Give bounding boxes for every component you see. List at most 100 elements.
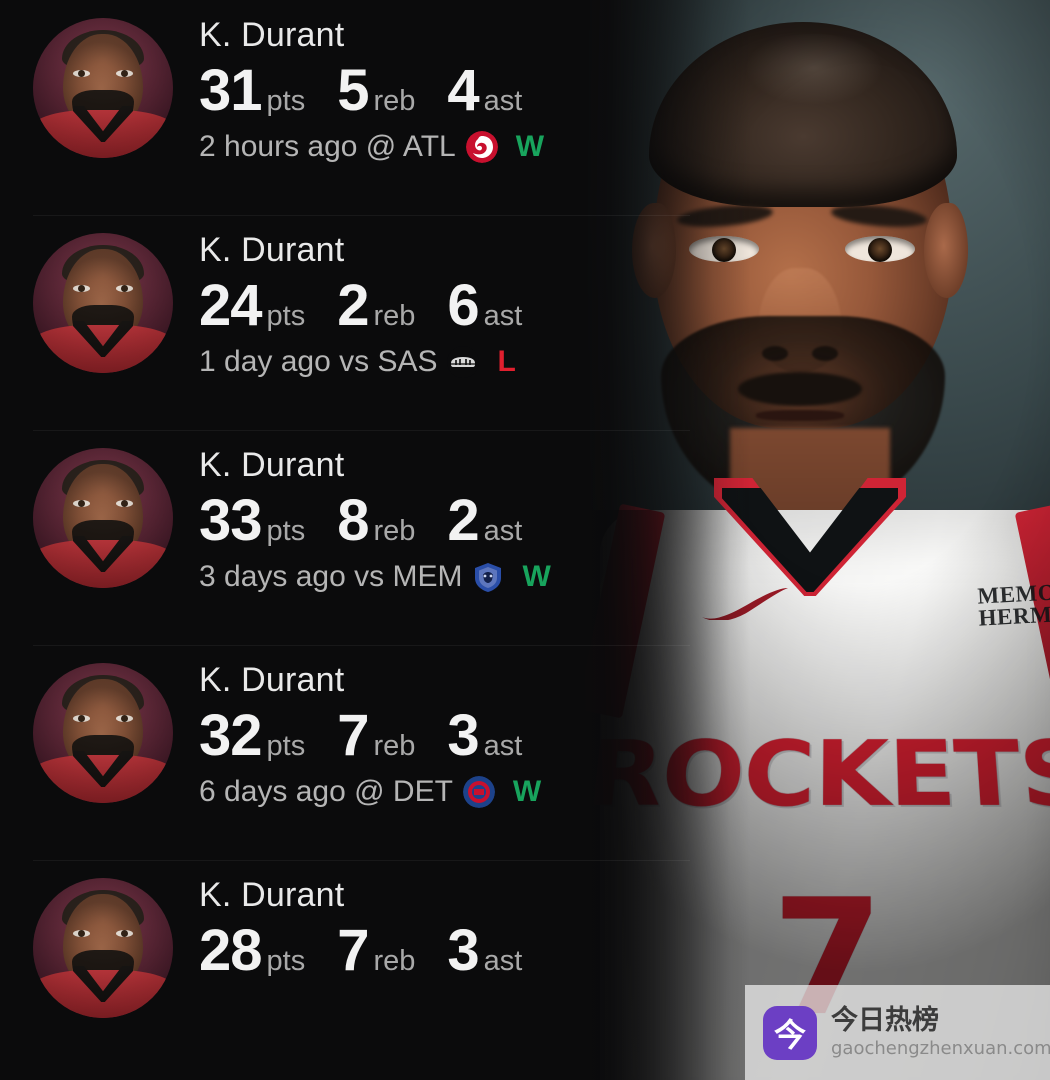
stat-rebounds: 5 reb [337, 62, 415, 120]
stat-value: 7 [337, 918, 369, 983]
memphis-grizzlies-logo [472, 561, 505, 593]
game-meta-text: 1 day ago vs SAS [199, 345, 438, 378]
player-name: K. Durant [199, 661, 345, 699]
avatar-shading [33, 448, 173, 588]
game-meta-text: 6 days ago @ DET [199, 775, 453, 808]
stat-label: ast [483, 945, 523, 977]
game-meta: 6 days ago @ DET W [199, 776, 541, 808]
watermark-logo-icon: 今 [763, 1005, 817, 1060]
avatar-pupil-left [78, 930, 85, 937]
stat-label: ast [483, 85, 523, 117]
stat-rebounds: 8 reb [337, 492, 415, 550]
avatar-pupil-right [121, 930, 128, 937]
stat-line: 28 pts 7 reb 3 ast [199, 922, 522, 980]
stat-points: 33 pts [199, 492, 305, 550]
stat-value: 7 [337, 703, 369, 768]
player-avatar [33, 18, 173, 158]
game-result-badge: W [522, 560, 551, 593]
watermark-title: 今日热榜 [831, 1005, 939, 1037]
stat-label: pts [266, 300, 306, 332]
stat-label: reb [373, 85, 416, 117]
game-meta: 3 days ago vs MEM W [199, 561, 551, 593]
stat-line: 24 pts 2 reb 6 ast [199, 277, 522, 335]
game-result-badge: W [512, 775, 542, 808]
player-avatar [33, 878, 173, 1018]
stat-label: pts [266, 85, 306, 117]
stat-line: 32 pts 7 reb 3 ast [199, 707, 541, 765]
game-info: K. Durant 31 pts 5 reb 4 ast [199, 12, 544, 163]
stat-points: 24 pts [199, 277, 305, 335]
stat-rebounds: 7 reb [337, 707, 415, 765]
stat-label: pts [266, 945, 306, 977]
stat-assists: 3 ast [447, 922, 522, 980]
avatar-shading [33, 878, 173, 1018]
stat-label: ast [483, 300, 523, 332]
stat-value: 5 [337, 58, 369, 123]
detroit-pistons-logo [462, 776, 495, 808]
stat-label: reb [373, 730, 416, 762]
stat-assists: 3 ast [447, 707, 522, 765]
player-name: K. Durant [199, 16, 345, 54]
avatar-shading [33, 233, 173, 373]
player-name: K. Durant [199, 231, 345, 269]
game-info: K. Durant 24 pts 2 reb 6 ast [199, 227, 522, 378]
game-log-row[interactable]: K. Durant 31 pts 5 reb 4 ast [0, 0, 700, 215]
stat-label: reb [373, 945, 416, 977]
stat-value: 8 [337, 488, 369, 553]
game-log-row[interactable]: K. Durant 33 pts 8 reb 2 ast [0, 430, 700, 645]
stat-rebounds: 7 reb [337, 922, 415, 980]
stat-assists: 2 ast [447, 492, 522, 550]
game-meta: 2 hours ago @ ATL W [199, 131, 544, 163]
player-avatar [33, 233, 173, 373]
stat-label: ast [483, 730, 523, 762]
stat-label: reb [373, 515, 416, 547]
avatar-pupil-right [121, 715, 128, 722]
player-name: K. Durant [199, 446, 345, 484]
stat-value: 32 [199, 703, 263, 768]
atlanta-hawks-logo [465, 131, 498, 163]
stat-label: pts [266, 515, 306, 547]
stat-value: 24 [199, 273, 263, 338]
avatar-pupil-left [78, 70, 85, 77]
stat-line: 33 pts 8 reb 2 ast [199, 492, 551, 550]
watermark-text: 今日热榜 gaochengzhenxuan.com [831, 1005, 1050, 1059]
stat-value: 6 [447, 273, 479, 338]
photo-left-fade [580, 0, 750, 1080]
stat-value: 4 [447, 58, 479, 123]
avatar-shading [33, 663, 173, 803]
avatar-pupil-left [78, 285, 85, 292]
stat-value: 28 [199, 918, 263, 983]
stat-value: 3 [447, 918, 479, 983]
stat-label: reb [373, 300, 416, 332]
watermark-url: gaochengzhenxuan.com [831, 1037, 1050, 1059]
game-info: K. Durant 32 pts 7 reb 3 ast [199, 657, 541, 808]
game-log-row[interactable]: K. Durant 28 pts 7 reb 3 ast [0, 860, 700, 1075]
stat-label: ast [483, 515, 523, 547]
san-antonio-spurs-logo [447, 346, 480, 378]
game-log-row[interactable]: K. Durant 32 pts 7 reb 3 ast [0, 645, 700, 860]
stat-line: 31 pts 5 reb 4 ast [199, 62, 544, 120]
stat-value: 31 [199, 58, 263, 123]
player-name: K. Durant [199, 876, 345, 914]
stat-value: 2 [447, 488, 479, 553]
game-meta: 1 day ago vs SAS L [199, 346, 522, 378]
game-result-badge: W [515, 130, 545, 163]
game-result-badge: L [497, 345, 516, 378]
stat-points: 32 pts [199, 707, 305, 765]
stat-points: 31 pts [199, 62, 305, 120]
game-log-row[interactable]: K. Durant 24 pts 2 reb 6 ast [0, 215, 700, 430]
stat-value: 3 [447, 703, 479, 768]
player-avatar [33, 448, 173, 588]
stat-points: 28 pts [199, 922, 305, 980]
avatar-pupil-left [78, 715, 85, 722]
stat-assists: 4 ast [447, 62, 522, 120]
player-avatar [33, 663, 173, 803]
game-info: K. Durant 28 pts 7 reb 3 ast [199, 872, 522, 980]
avatar-pupil-right [121, 70, 128, 77]
game-info: K. Durant 33 pts 8 reb 2 ast [199, 442, 551, 593]
site-watermark: 今 今日热榜 gaochengzhenxuan.com [745, 985, 1050, 1080]
stat-value: 2 [337, 273, 369, 338]
stat-rebounds: 2 reb [337, 277, 415, 335]
game-meta-text: 2 hours ago @ ATL [199, 130, 456, 163]
